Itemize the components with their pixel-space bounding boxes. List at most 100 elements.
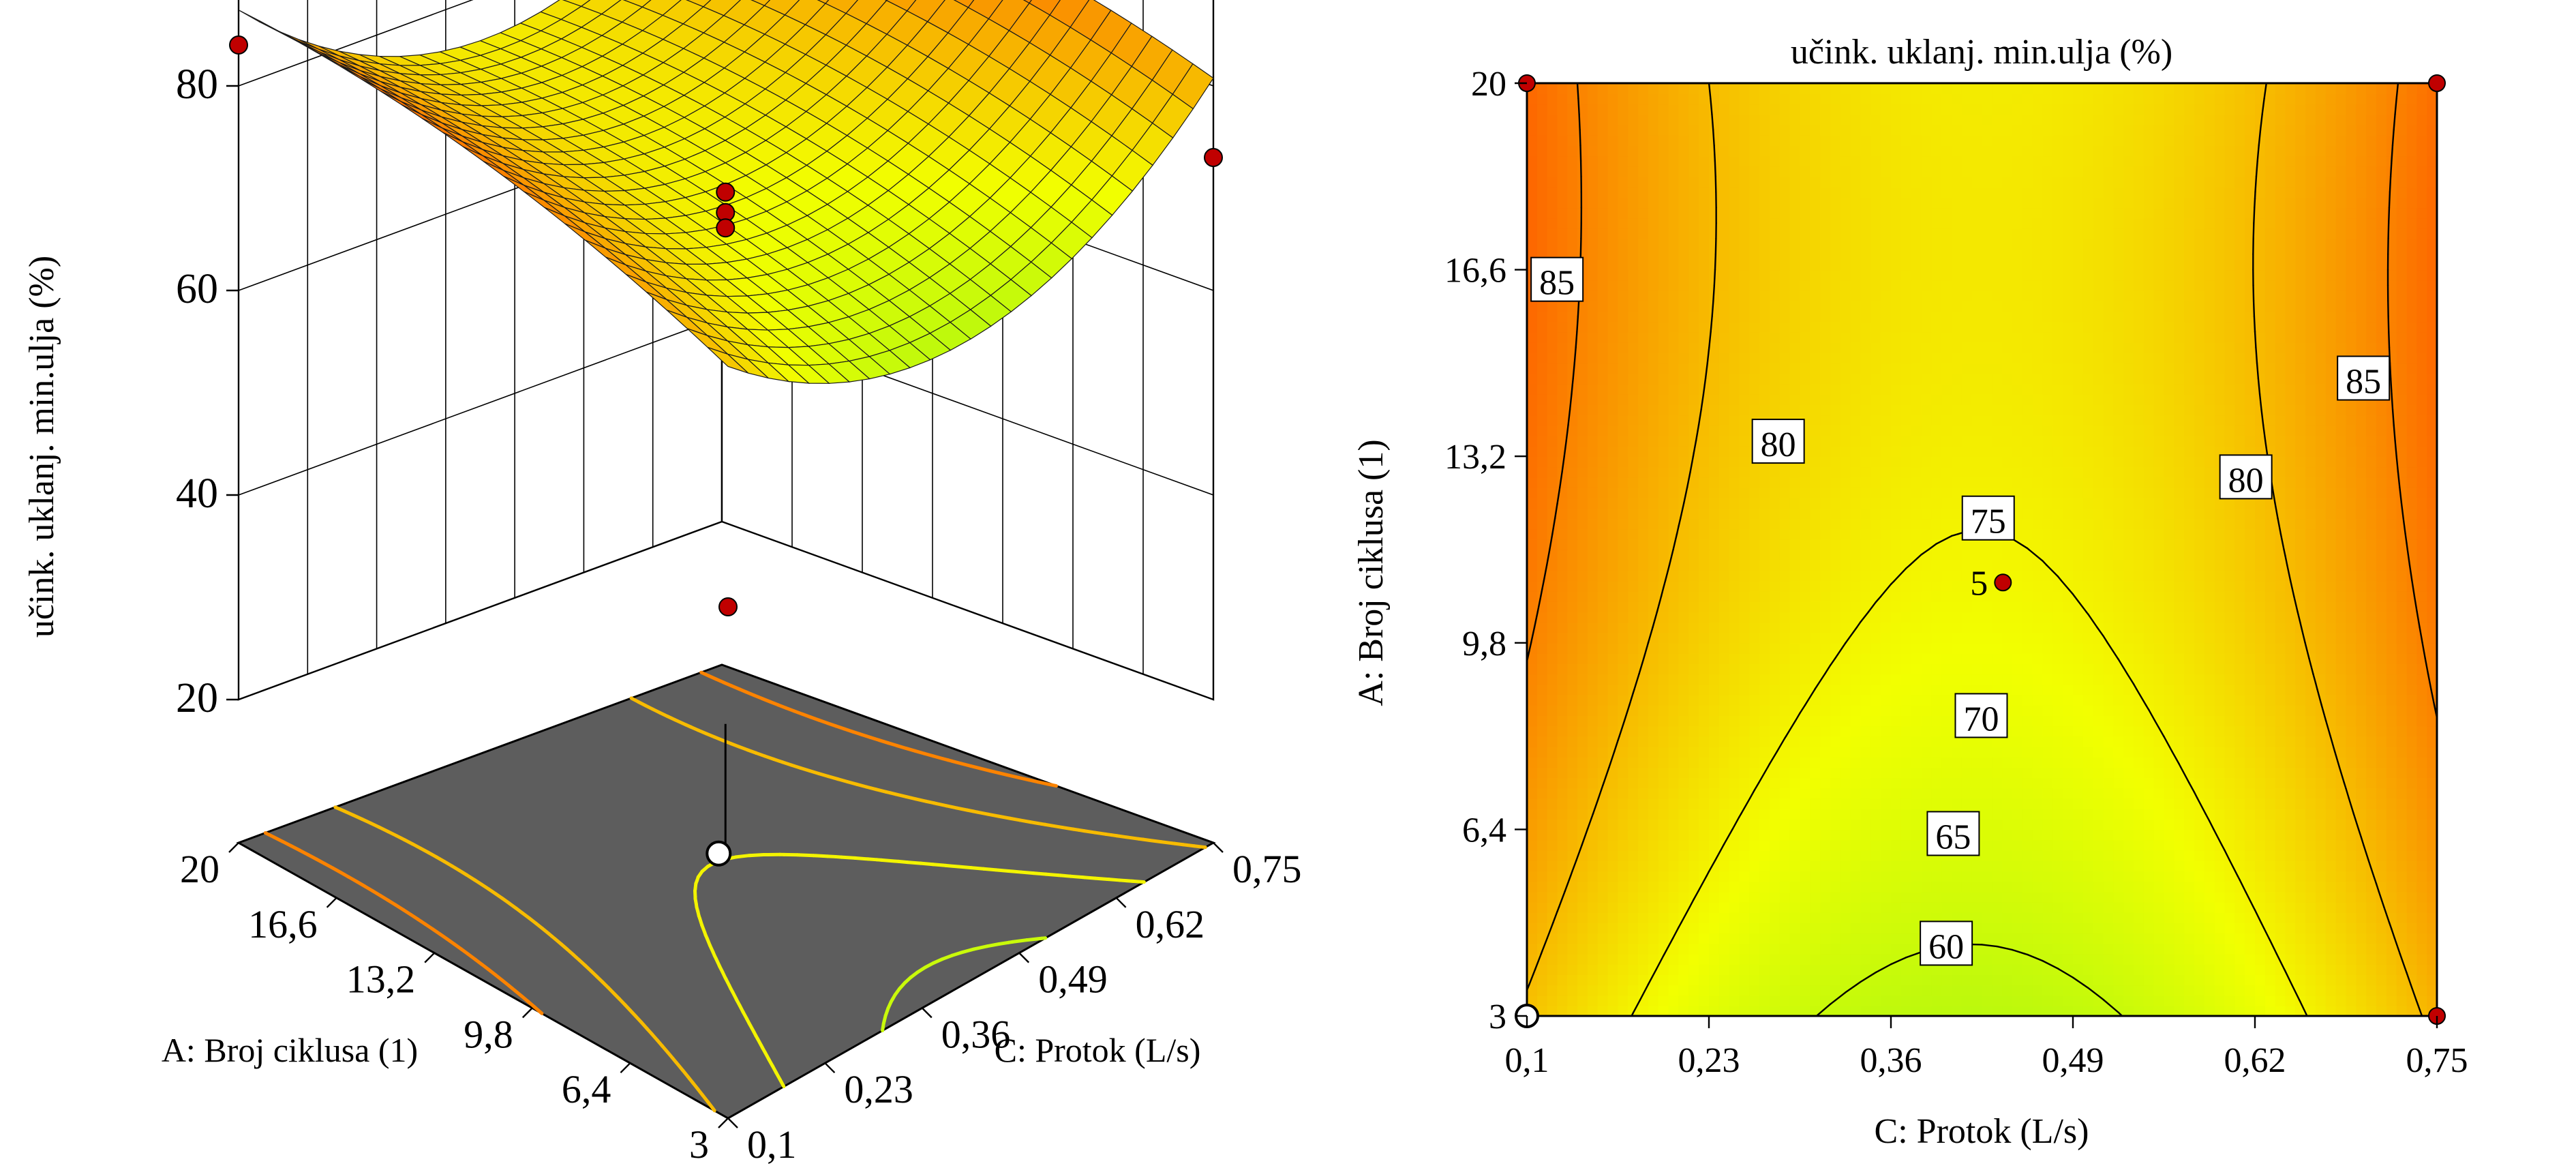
c-tick [727,1118,738,1128]
contour-cell [2346,684,2357,695]
contour-cell [1992,953,2003,965]
contour-cell [2123,1005,2134,1016]
contour-cell [2174,995,2185,1006]
contour-cell [1891,622,1902,633]
contour-cell [1628,736,1639,747]
contour-cell [2153,601,2165,612]
contour-cell [2002,995,2013,1006]
contour-cell [1739,601,1751,612]
contour-cell [1688,985,1699,996]
contour-cell [1648,622,1659,633]
contour-cell [1557,953,1569,965]
contour-cell [1557,985,1569,996]
floor-contour [734,854,751,859]
contour-cell [1800,580,1811,592]
contour-cell [1536,985,1548,996]
contour-cell [1688,694,1699,706]
contour-cell [2022,580,2033,592]
contour-cell [2264,923,2276,934]
contour-cell [2042,788,2054,799]
contour-cell [2316,933,2327,944]
contour-cell [1961,912,1973,923]
contour-cell [2305,923,2316,934]
contour-cell [2113,632,2124,644]
contour-cell [1830,777,1841,789]
contour-cell [2093,746,2104,758]
contour-cell [1567,550,1578,560]
contour-cell [1971,860,1983,871]
contour-cell [1840,684,1851,695]
contour-cell [2204,943,2215,955]
contour-cell [1567,829,1578,841]
contour-cell [2335,974,2347,986]
contour-cell [1952,560,1963,571]
contour-cell [2194,622,2205,633]
contour-cell [2012,964,2023,975]
contour-cell [1678,674,1690,685]
contour-cell [2346,736,2357,747]
contour-cell [1992,590,2003,602]
contour-cell [2245,653,2256,664]
contour-cell [1638,881,1649,893]
contour-cell [2113,767,2124,779]
contour-cell [1971,560,1983,571]
contour-cell [2366,974,2377,986]
contour-cell [2335,705,2347,716]
contour-cell [2396,653,2408,664]
floor-contour [960,947,976,954]
contour-cell [2123,570,2134,582]
contour-cell [1699,715,1710,727]
contour-cell [1881,757,1892,768]
contour-cell [1921,580,1933,592]
contour-cell [2255,694,2266,706]
contour-cell [2093,705,2104,716]
contour-cell [2356,881,2367,893]
contour-cell [2396,860,2408,871]
contour-cell [2052,642,2063,654]
contour-cell [1992,819,2003,830]
contour-cell [1658,809,1669,820]
contour-cell [1820,590,1831,602]
contour-cell [1618,964,1629,975]
contour-cell [1668,653,1680,664]
contour-cell [1820,601,1831,612]
contour-cell [1678,1005,1690,1016]
contour-cell [2022,674,2033,685]
contour-cell [2082,995,2094,1006]
contour-cell [1941,580,1952,592]
contour-cell [2295,839,2306,851]
contour-cell [1718,912,1730,923]
contour-cell [2002,798,2013,809]
contour-cell [1739,767,1751,779]
contour-cell [1860,590,1872,602]
contour-cell [1597,912,1609,923]
contour-cell [1536,622,1548,633]
contour-cell [1850,674,1862,685]
contour-cell [1739,839,1751,851]
contour-cell [2093,715,2104,727]
contour-cell [2356,923,2367,934]
contour-cell [2416,901,2427,913]
contour-cell [2012,757,2023,768]
contour-cell [1678,891,1690,903]
contour-cell [2325,684,2337,695]
contour-cell [1588,580,1598,592]
contour-cell [1992,839,2003,851]
contour-cell [1749,995,1760,1006]
contour-cell [2335,746,2347,758]
contour-cell [1648,964,1659,975]
contour-cell [2073,881,2084,893]
contour-cell [2052,943,2063,955]
contour-cell [1921,560,1933,571]
contour-cell [1628,570,1639,582]
contour-cell [2194,757,2205,768]
contour-cell [1961,757,1973,768]
contour-cell [2052,1005,2063,1016]
contour-cell [2042,871,2054,882]
contour-cell [1891,777,1902,789]
contour-cell [2224,985,2236,996]
contour-cell [2113,705,2124,716]
contour-cell [1982,953,1993,965]
contour-cell [1759,933,1770,944]
contour-cell [2214,788,2226,799]
